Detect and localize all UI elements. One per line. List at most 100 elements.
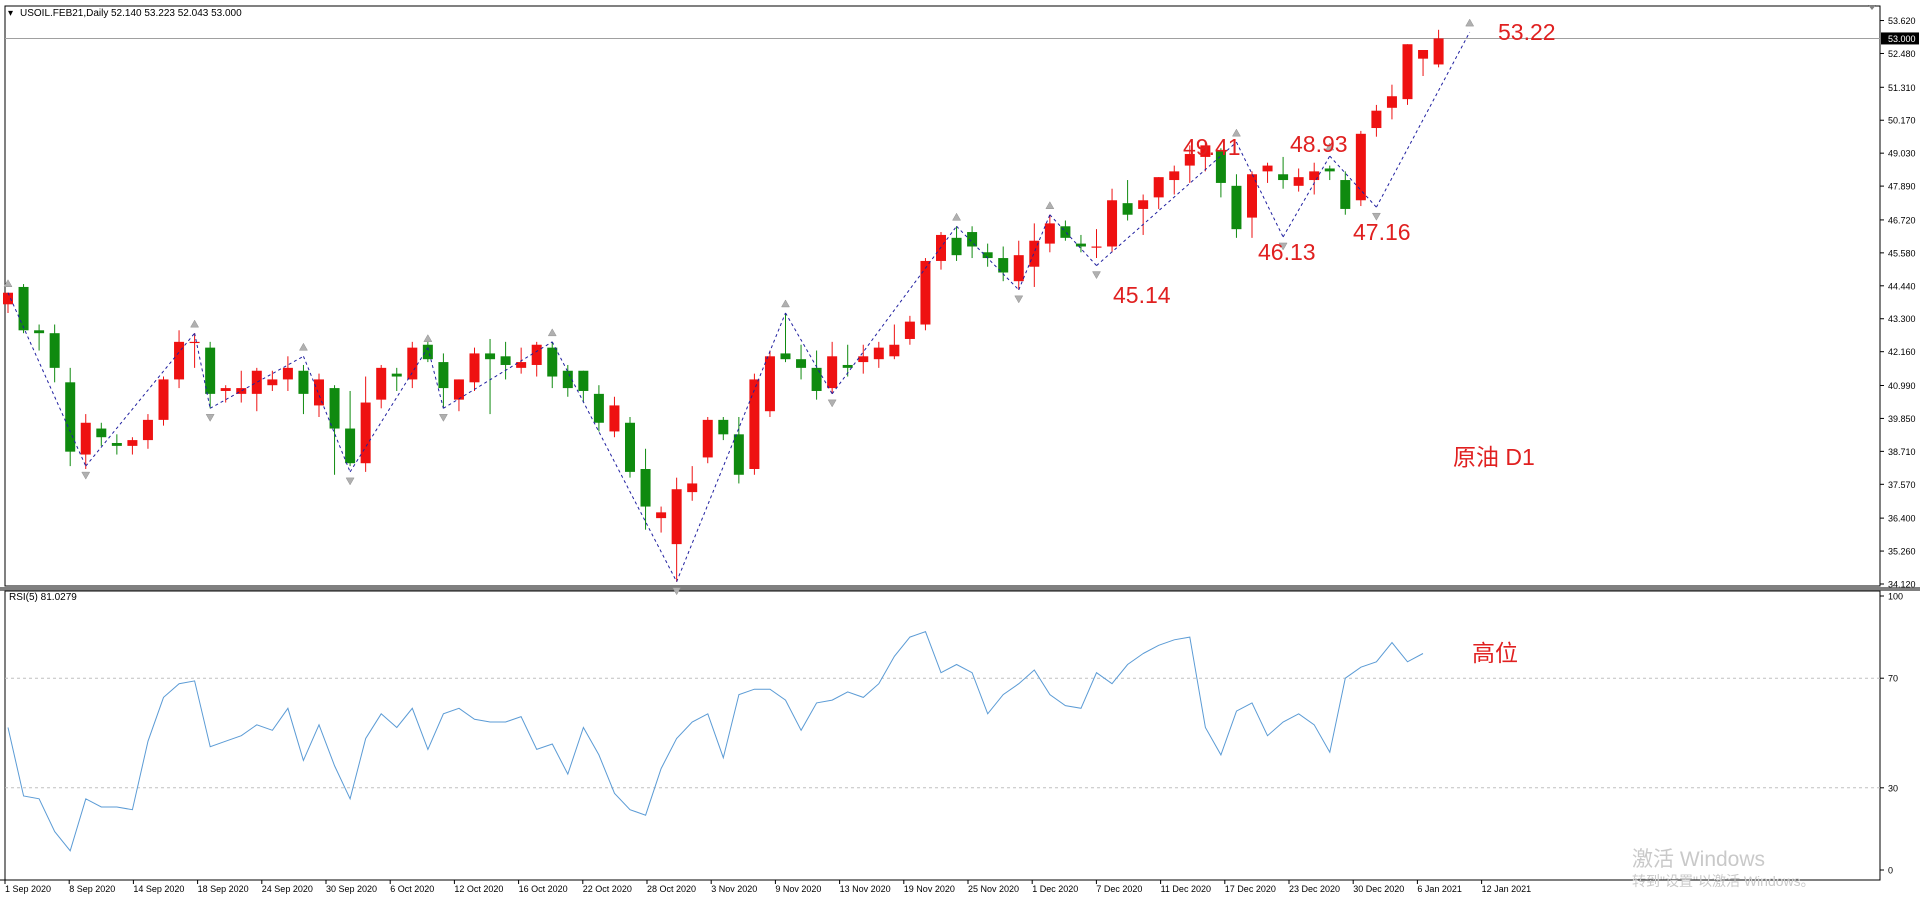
candle-body <box>1029 240 1040 267</box>
swing-label-48-93: 48.93 <box>1290 131 1348 157</box>
candle-body <box>671 489 682 545</box>
time-tick-label: 12 Oct 2020 <box>454 884 503 894</box>
candle-body <box>702 419 713 458</box>
candle-body <box>1386 96 1397 108</box>
time-tick-label: 1 Sep 2020 <box>5 884 51 894</box>
swing-label-53-22: 53.22 <box>1498 19 1556 45</box>
time-tick-label: 30 Sep 2020 <box>326 884 377 894</box>
candle-body <box>1402 44 1413 100</box>
candle-body <box>391 373 402 377</box>
candle-body <box>593 393 604 423</box>
candle-body <box>1309 171 1320 181</box>
fractal-up-arrow <box>1232 128 1241 137</box>
candle-body <box>609 405 620 432</box>
fractal-up-arrow <box>1325 142 1335 151</box>
candle-body <box>733 434 744 475</box>
fractal-down-arrow <box>827 399 837 408</box>
zigzag-segment <box>831 225 957 395</box>
windows-activation-watermark: 激活 Windows 转到"设置"以激活 Windows。 <box>1632 848 1815 890</box>
candle-body <box>1107 200 1118 247</box>
candle-body <box>438 362 449 389</box>
zigzag-segment <box>1018 214 1051 291</box>
zigzag-segment <box>85 332 195 467</box>
candle-body <box>998 258 1009 273</box>
ohlc-values: 52.140 53.223 52.043 53.000 <box>111 8 242 19</box>
candle-body <box>718 419 729 435</box>
candle-body <box>96 428 107 438</box>
fractal-up-arrow <box>299 342 308 351</box>
zigzag-segment <box>427 347 444 409</box>
time-tick-label: 3 Nov 2020 <box>711 884 757 894</box>
time-tick-label: 30 Dec 2020 <box>1353 884 1404 894</box>
candle-body <box>1060 226 1071 238</box>
candle-body <box>485 353 496 360</box>
zigzag-segment <box>302 356 351 473</box>
time-tick-label: 8 Sep 2020 <box>69 884 115 894</box>
candle-body <box>1215 151 1226 183</box>
fractal-down-arrow <box>345 477 355 486</box>
candle-body <box>1231 185 1242 230</box>
price-tick-label: 50.170 <box>1888 116 1916 126</box>
candle-body <box>1122 203 1133 215</box>
rsi-tick-label: 30 <box>1888 783 1898 793</box>
candle-body <box>1091 246 1102 248</box>
price-tick-label: 34.120 <box>1888 580 1916 590</box>
watermark-line-2: 转到"设置"以激活 Windows。 <box>1632 873 1815 889</box>
fractal-down-arrow <box>1371 212 1381 221</box>
fractal-down-arrow <box>205 414 215 422</box>
candle-body <box>407 347 418 380</box>
current-price-tag <box>1881 32 1919 45</box>
time-tick-label: 11 Dec 2020 <box>1161 884 1211 894</box>
zigzag-segment <box>1096 141 1237 266</box>
chart-label-crude-oil: 原油 D1 <box>1453 444 1535 470</box>
fractal-up-arrow <box>190 319 200 328</box>
rsi-level-lines <box>5 677 1880 789</box>
time-tick-label: 22 Oct 2020 <box>583 884 632 894</box>
candle-body <box>1153 177 1164 198</box>
candle-body <box>189 341 200 344</box>
price-tick-label: 38.710 <box>1888 447 1916 457</box>
candle-body <box>1355 133 1366 201</box>
candle-body <box>65 382 76 452</box>
candle-body <box>500 356 511 365</box>
candle-body <box>345 428 356 464</box>
swing-label-46-13: 46.13 <box>1258 239 1316 265</box>
candle-body <box>516 362 527 368</box>
price-tick-label: 46.720 <box>1888 215 1916 225</box>
rsi-tick-label: 100 <box>1888 592 1903 602</box>
watermark-line-1: 激活 Windows <box>1632 848 1766 871</box>
time-tick-label: 1 Dec 2020 <box>1032 884 1078 894</box>
chart-shift-marker-icon[interactable] <box>1868 5 1876 10</box>
time-tick-label: 17 Dec 2020 <box>1225 884 1276 894</box>
fractal-up-arrow <box>952 212 961 221</box>
candle-body <box>547 347 558 377</box>
price-tick-label: 47.890 <box>1888 182 1916 192</box>
price-tick-label: 49.030 <box>1888 149 1916 159</box>
time-axis[interactable]: 1 Sep 2020 8 Sep 2020 14 Sep 2020 18 Sep 20… <box>0 879 1880 894</box>
zigzag-segment <box>956 225 1020 291</box>
candle-body <box>220 388 231 391</box>
rsi-line-series <box>7 630 1424 852</box>
candle-body <box>904 321 915 339</box>
candle-body <box>827 356 838 389</box>
fractal-up-arrow <box>1465 18 1475 27</box>
chart-menu-arrow-icon[interactable]: ▾ <box>8 8 13 19</box>
time-tick-label: 13 Nov 2020 <box>840 884 891 894</box>
fractal-up-arrow <box>547 328 557 337</box>
rsi-tick-label: 70 <box>1888 674 1898 684</box>
candle-body <box>1324 168 1335 172</box>
time-tick-label: 6 Jan 2021 <box>1417 884 1462 894</box>
candle-body <box>1418 50 1429 59</box>
candle-body <box>873 347 884 360</box>
time-tick-label: 28 Oct 2020 <box>647 884 696 894</box>
fractal-up-arrow <box>3 279 13 287</box>
zigzag-segment <box>7 292 87 467</box>
price-tick-label: 35.260 <box>1888 547 1916 557</box>
candle-body <box>329 388 340 429</box>
pane-separator[interactable] <box>0 587 1920 591</box>
price-tick-label: 42.160 <box>1888 347 1916 357</box>
candle-body <box>267 379 278 386</box>
price-axis[interactable]: 53.620 52.480 51.310 50.170 49.030 47.890 46.7… <box>1868 5 1919 590</box>
